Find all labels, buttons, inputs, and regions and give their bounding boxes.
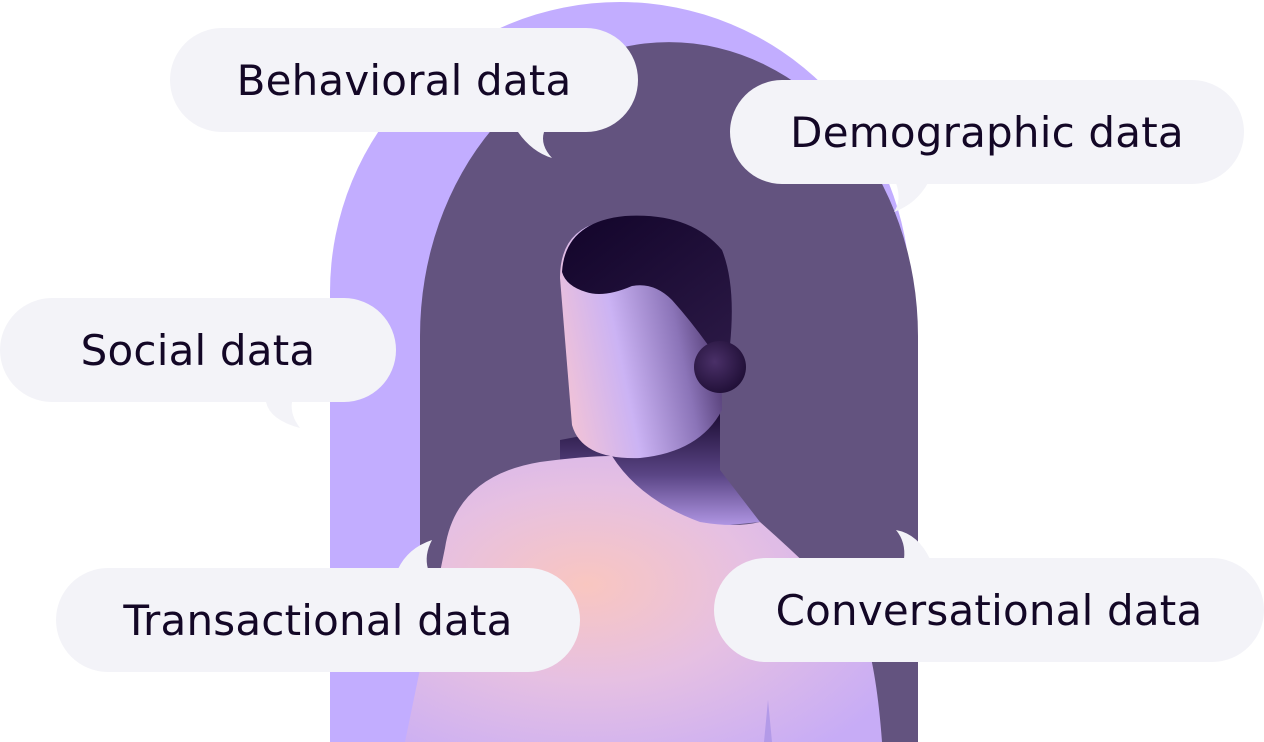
demographic-data-bubble: Demographic data <box>730 80 1244 184</box>
transactional-data-bubble: Transactional data <box>56 568 580 672</box>
behavioral-data-label: Behavioral data <box>236 55 572 105</box>
behavioral-data-bubble: Behavioral data <box>170 28 638 132</box>
tail-social <box>266 402 300 428</box>
tail-demographic <box>894 183 928 212</box>
social-data-bubble: Social data <box>0 298 396 402</box>
transactional-data-label: Transactional data <box>123 595 513 645</box>
tail-conversational <box>896 530 930 559</box>
demographic-data-label: Demographic data <box>790 107 1184 157</box>
conversational-data-label: Conversational data <box>775 585 1203 635</box>
conversational-data-bubble: Conversational data <box>714 558 1264 662</box>
tail-behavioral <box>518 132 552 158</box>
social-data-label: Social data <box>80 325 316 375</box>
tail-transactional <box>398 540 432 569</box>
arm-shadow <box>764 700 772 742</box>
hair <box>562 215 732 345</box>
ear <box>694 341 746 393</box>
